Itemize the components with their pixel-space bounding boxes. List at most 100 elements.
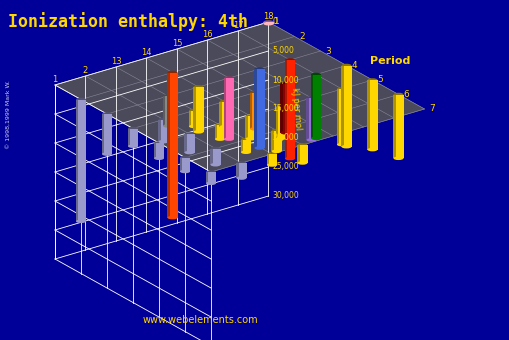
Ellipse shape	[223, 137, 234, 141]
Polygon shape	[393, 95, 403, 158]
Text: 1: 1	[52, 75, 58, 84]
Polygon shape	[271, 131, 273, 151]
Text: 6: 6	[403, 90, 408, 99]
Text: 18: 18	[263, 12, 273, 21]
Ellipse shape	[310, 73, 320, 76]
Ellipse shape	[245, 137, 255, 140]
Polygon shape	[189, 110, 191, 126]
Ellipse shape	[336, 87, 346, 91]
Ellipse shape	[184, 151, 194, 154]
Ellipse shape	[210, 147, 220, 150]
Text: 4: 4	[351, 61, 356, 70]
Text: © 1998,1999 Mark W.: © 1998,1999 Mark W.	[6, 80, 11, 149]
Ellipse shape	[241, 151, 250, 154]
Polygon shape	[341, 66, 344, 147]
Polygon shape	[219, 102, 229, 127]
Polygon shape	[206, 172, 208, 183]
Ellipse shape	[249, 127, 260, 131]
Polygon shape	[254, 69, 257, 148]
Ellipse shape	[154, 156, 164, 160]
Polygon shape	[210, 149, 213, 165]
Ellipse shape	[102, 112, 112, 116]
Polygon shape	[245, 116, 255, 139]
Polygon shape	[76, 100, 86, 221]
Polygon shape	[280, 84, 290, 133]
Ellipse shape	[189, 125, 199, 128]
Polygon shape	[158, 119, 161, 142]
Polygon shape	[180, 157, 190, 171]
Ellipse shape	[285, 58, 294, 62]
Ellipse shape	[271, 129, 281, 132]
Polygon shape	[158, 119, 168, 142]
Ellipse shape	[167, 216, 177, 219]
Ellipse shape	[310, 137, 320, 140]
Polygon shape	[254, 69, 264, 148]
Text: 5: 5	[377, 75, 382, 85]
Ellipse shape	[236, 176, 246, 180]
Ellipse shape	[306, 138, 316, 142]
Ellipse shape	[180, 156, 190, 159]
Ellipse shape	[215, 137, 224, 141]
Polygon shape	[128, 129, 138, 146]
Ellipse shape	[102, 152, 112, 156]
Text: 13: 13	[110, 57, 121, 66]
Polygon shape	[189, 110, 199, 126]
Ellipse shape	[158, 140, 168, 143]
Polygon shape	[336, 89, 346, 144]
Text: 20,000: 20,000	[272, 134, 299, 142]
Ellipse shape	[275, 137, 286, 140]
Polygon shape	[310, 74, 320, 138]
Ellipse shape	[193, 130, 203, 134]
Ellipse shape	[267, 163, 276, 167]
Polygon shape	[367, 80, 369, 150]
Ellipse shape	[367, 148, 377, 151]
Text: 10,000: 10,000	[272, 75, 299, 85]
Text: 30,000: 30,000	[272, 191, 299, 201]
Polygon shape	[154, 143, 164, 158]
Polygon shape	[163, 96, 173, 126]
Polygon shape	[245, 116, 247, 139]
Polygon shape	[267, 154, 276, 165]
Text: 2: 2	[299, 32, 304, 41]
Polygon shape	[128, 129, 130, 146]
Polygon shape	[102, 114, 112, 154]
Ellipse shape	[219, 100, 229, 103]
Polygon shape	[393, 95, 395, 158]
Ellipse shape	[285, 157, 294, 160]
Polygon shape	[367, 80, 377, 150]
Polygon shape	[167, 72, 177, 218]
Text: 16: 16	[202, 30, 212, 39]
Ellipse shape	[163, 94, 173, 98]
Polygon shape	[271, 131, 281, 151]
Polygon shape	[184, 134, 187, 153]
Ellipse shape	[263, 22, 273, 26]
Ellipse shape	[184, 132, 194, 136]
Ellipse shape	[267, 152, 276, 156]
Ellipse shape	[393, 156, 403, 160]
Ellipse shape	[167, 71, 177, 74]
Ellipse shape	[210, 163, 220, 167]
Ellipse shape	[154, 141, 164, 145]
Text: 17: 17	[232, 21, 243, 30]
Ellipse shape	[280, 131, 290, 135]
Polygon shape	[76, 100, 78, 221]
Polygon shape	[285, 60, 294, 158]
Ellipse shape	[367, 78, 377, 82]
Polygon shape	[275, 107, 278, 138]
Text: www.webelements.com: www.webelements.com	[142, 315, 258, 325]
Ellipse shape	[249, 91, 260, 94]
Text: 7: 7	[429, 104, 434, 114]
Polygon shape	[341, 66, 351, 147]
Polygon shape	[223, 78, 226, 139]
Ellipse shape	[297, 161, 307, 165]
Ellipse shape	[76, 98, 86, 101]
Polygon shape	[154, 143, 156, 158]
Polygon shape	[210, 149, 220, 165]
Ellipse shape	[275, 105, 286, 109]
Ellipse shape	[306, 96, 316, 100]
Ellipse shape	[341, 145, 351, 149]
Ellipse shape	[393, 93, 403, 96]
Polygon shape	[236, 163, 239, 178]
Polygon shape	[241, 139, 243, 152]
Text: 5,000: 5,000	[272, 47, 294, 55]
